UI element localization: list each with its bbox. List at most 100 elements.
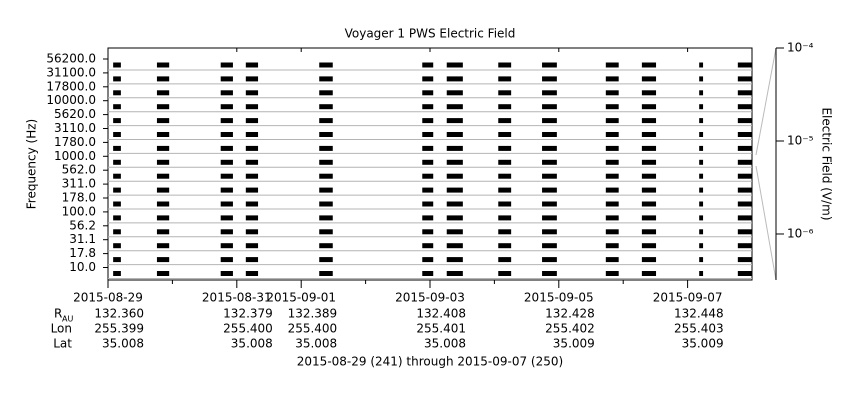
data-block (220, 173, 233, 179)
data-block (245, 229, 259, 235)
data-block (641, 257, 657, 263)
data-block (498, 243, 512, 249)
data-block (245, 145, 259, 151)
data-block (422, 145, 434, 151)
ephemeris-value: 255.400 (223, 322, 273, 336)
data-block (156, 118, 170, 124)
data-block (422, 187, 434, 193)
data-block (220, 104, 233, 110)
data-block (113, 187, 121, 193)
data-block (498, 257, 512, 263)
data-block (446, 201, 463, 207)
data-block (319, 76, 333, 82)
data-block (156, 229, 170, 235)
ephemeris-value: 255.403 (674, 322, 724, 336)
data-block (605, 132, 619, 137)
data-block (245, 215, 259, 221)
data-block (605, 257, 619, 263)
y-tick-label: 1000.0 (54, 149, 96, 163)
y-tick-label: 10.0 (69, 260, 96, 274)
data-block (699, 229, 704, 235)
data-block (113, 118, 121, 124)
data-block (737, 132, 752, 137)
data-block (605, 215, 619, 221)
data-block (220, 159, 233, 165)
y-tick-label: 17800.0 (46, 79, 96, 93)
data-block (605, 271, 619, 276)
ephemeris-label: Lon (51, 322, 72, 336)
data-block (605, 173, 619, 179)
y-tick-label: 17.8 (69, 246, 96, 260)
data-block (422, 90, 434, 96)
data-block (422, 76, 434, 82)
colorbar-tick-label: 10⁻⁵ (787, 133, 814, 147)
ephemeris-value: 132.389 (288, 307, 338, 321)
data-block (605, 62, 619, 68)
data-block (156, 90, 170, 96)
y-tick-label: 3110.0 (54, 121, 96, 135)
data-block (113, 243, 121, 249)
y-axis-label: Frequency (Hz) (25, 119, 39, 210)
data-block (605, 201, 619, 207)
data-block (422, 173, 434, 179)
data-block (319, 62, 333, 68)
data-block (542, 257, 557, 263)
data-block (699, 132, 704, 137)
data-block (498, 215, 512, 221)
y-tick-label: 5620.0 (54, 107, 96, 121)
data-block (641, 90, 657, 96)
data-block (245, 90, 259, 96)
ephemeris-sub: AU (62, 315, 73, 324)
data-block (446, 118, 463, 124)
chart-title: Voyager 1 PWS Electric Field (345, 27, 516, 41)
data-block (498, 159, 512, 165)
data-block (605, 118, 619, 124)
data-block (319, 201, 333, 207)
data-block (319, 132, 333, 137)
data-block (542, 62, 557, 68)
data-block (422, 118, 434, 124)
data-block (737, 159, 752, 165)
data-block (319, 257, 333, 263)
ephemeris-value: 35.008 (231, 337, 273, 351)
data-block (498, 201, 512, 207)
data-block (319, 243, 333, 249)
data-block (319, 215, 333, 221)
ephemeris-value: 35.008 (295, 337, 337, 351)
data-block (220, 118, 233, 124)
data-block (113, 159, 121, 165)
data-block (699, 145, 704, 151)
data-block (422, 243, 434, 249)
data-block (113, 257, 121, 263)
ephemeris-value: 35.009 (682, 337, 724, 351)
data-block (737, 118, 752, 124)
data-block (641, 243, 657, 249)
data-block (737, 90, 752, 96)
ephemeris-value: 35.009 (553, 337, 595, 351)
data-block (641, 173, 657, 179)
data-block (446, 229, 463, 235)
data-block (319, 229, 333, 235)
data-block (245, 243, 259, 249)
data-block (605, 229, 619, 235)
data-block (422, 271, 434, 276)
data-block (220, 257, 233, 263)
data-block (699, 76, 704, 82)
data-block (156, 201, 170, 207)
data-block (422, 132, 434, 137)
data-block (699, 118, 704, 124)
data-block (422, 104, 434, 110)
data-block (446, 90, 463, 96)
data-block (542, 90, 557, 96)
y-tick-label: 56.2 (69, 218, 96, 232)
data-block (699, 271, 704, 276)
data-block (113, 145, 121, 151)
data-block (422, 62, 434, 68)
data-block (605, 90, 619, 96)
data-block (446, 243, 463, 249)
data-block (319, 90, 333, 96)
y-tick-label: 100.0 (62, 204, 96, 218)
y-tick-label: 178.0 (62, 191, 96, 205)
data-block (220, 243, 233, 249)
data-block (641, 187, 657, 193)
